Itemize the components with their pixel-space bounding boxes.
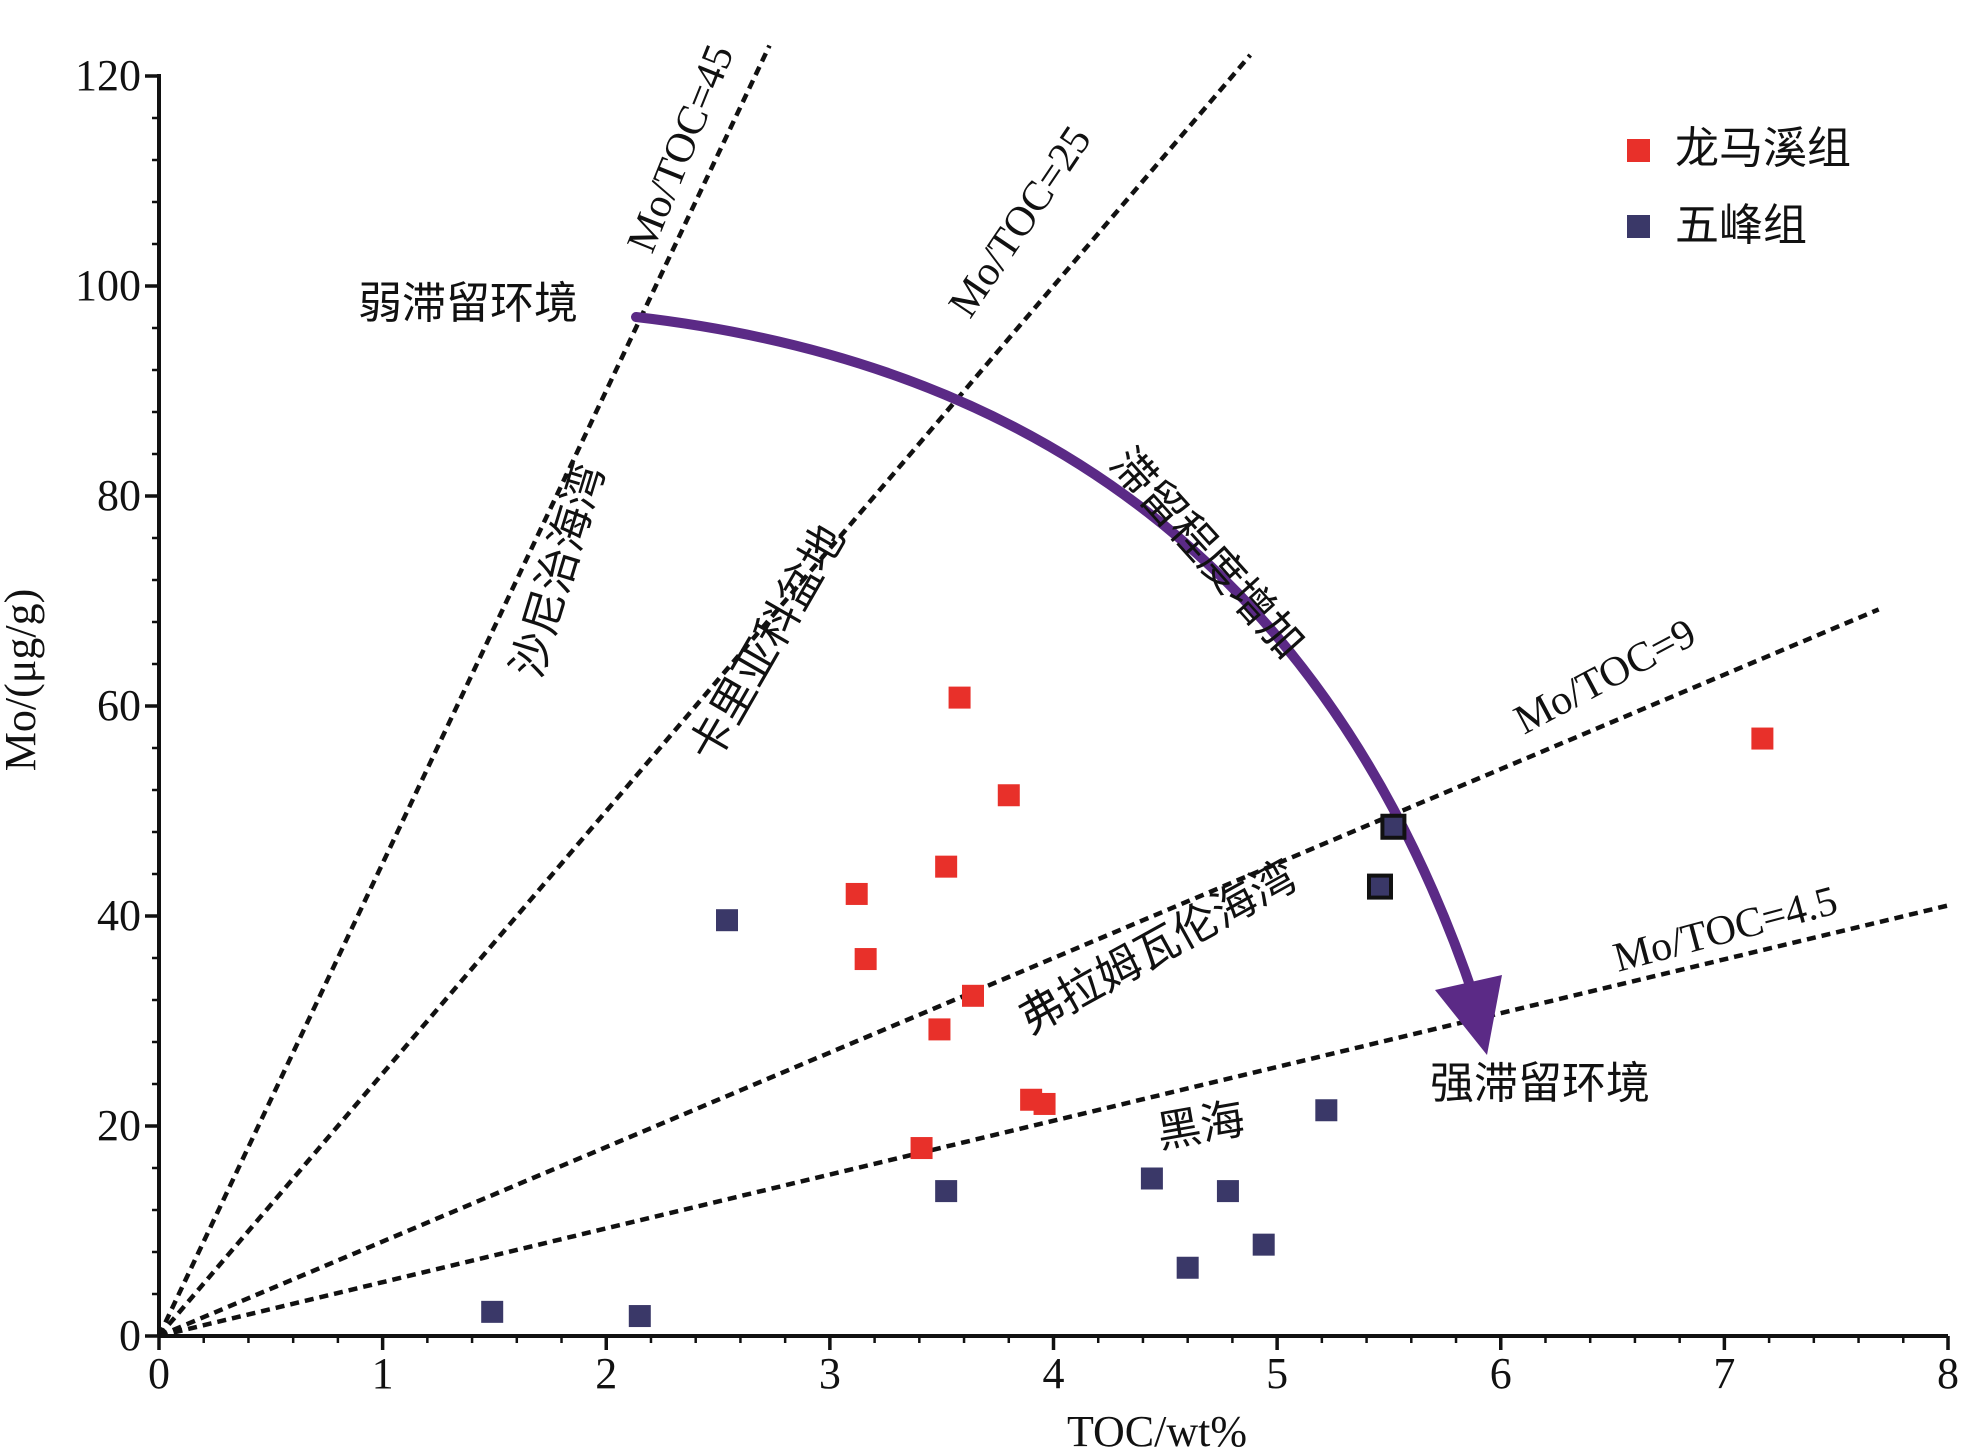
y-tick-label: 60 <box>97 681 141 730</box>
legend: 龙马溪组 五峰组 <box>1627 123 1851 251</box>
y-tick-label: 100 <box>75 261 141 310</box>
point-longmaxi-1 <box>997 784 1020 807</box>
point-longmaxi-2 <box>935 855 958 878</box>
region-label-cariaco: 卡里亚科盆地 <box>679 516 855 770</box>
point-longmaxi-3 <box>845 882 868 905</box>
point-longmaxi-9 <box>910 1137 933 1160</box>
ref-label-25: Mo/TOC=25 <box>940 118 1101 325</box>
y-tick-label: 0 <box>119 1311 141 1360</box>
arrow-label: 滞留程度增加 <box>1100 438 1315 668</box>
x-tick-label: 6 <box>1490 1349 1512 1398</box>
point-wufeng-8 <box>1176 1256 1199 1279</box>
retention-arrow-head <box>1435 975 1502 1055</box>
legend-label-longmaxi: 龙马溪组 <box>1675 123 1851 174</box>
ref-label-45: Mo/TOC=45 <box>619 39 744 259</box>
point-wufeng-9 <box>481 1300 504 1323</box>
legend-marker-wufeng <box>1627 215 1650 238</box>
y-tick-label: 80 <box>97 471 141 520</box>
x-tick-label: 0 <box>148 1349 170 1398</box>
point-longmaxi-4 <box>854 948 877 971</box>
reference-lines <box>156 44 1949 1339</box>
y-tick-label: 120 <box>75 51 141 100</box>
ref-label-4-5: Mo/TOC=4.5 <box>1609 878 1843 982</box>
x-tick-label: 8 <box>1937 1349 1959 1398</box>
point-wufeng-2 <box>1366 873 1393 900</box>
point-wufeng-5 <box>935 1180 958 1203</box>
point-wufeng-4 <box>1140 1167 1163 1190</box>
x-axis-title: TOC/wt% <box>1067 1407 1247 1454</box>
ref-line-4-5 <box>158 903 1949 1339</box>
y-tick-label: 40 <box>97 891 141 940</box>
region-label-black-sea: 黑海 <box>1153 1093 1249 1159</box>
point-wufeng-0 <box>716 909 739 932</box>
point-wufeng-10 <box>628 1305 651 1328</box>
ref-line-9 <box>158 607 1880 1339</box>
x-tick-label: 5 <box>1266 1349 1288 1398</box>
point-wufeng-3 <box>1315 1099 1338 1122</box>
legend-marker-longmaxi <box>1627 139 1650 162</box>
ref-label-9: Mo/TOC=9 <box>1507 610 1703 744</box>
point-wufeng-7 <box>1252 1233 1275 1256</box>
x-tick-label: 1 <box>372 1349 394 1398</box>
strong-retention-label: 强滞留环境 <box>1430 1058 1650 1109</box>
weak-retention-label: 弱滞留环境 <box>358 278 578 329</box>
x-tick-label: 4 <box>1043 1349 1065 1398</box>
region-label-framvaren: 弗拉姆瓦伦海湾 <box>1011 851 1305 1045</box>
data-points <box>481 686 1774 1328</box>
x-tick-label: 3 <box>819 1349 841 1398</box>
ref-line-25 <box>157 53 1253 1338</box>
point-wufeng-6 <box>1216 1180 1239 1203</box>
point-longmaxi-0 <box>948 686 971 709</box>
x-tick-label: 7 <box>1713 1349 1735 1398</box>
point-longmaxi-5 <box>961 984 984 1007</box>
ref-line-45 <box>156 44 772 1337</box>
point-longmaxi-10 <box>1751 727 1774 750</box>
y-tick-label: 20 <box>97 1101 141 1150</box>
point-wufeng-1 <box>1380 813 1407 840</box>
x-tick-label: 2 <box>595 1349 617 1398</box>
point-longmaxi-8 <box>1033 1092 1056 1115</box>
y-axis-title: Mo/(μg/g) <box>0 589 45 771</box>
legend-label-wufeng: 五峰组 <box>1675 200 1807 251</box>
point-longmaxi-6 <box>928 1018 951 1041</box>
